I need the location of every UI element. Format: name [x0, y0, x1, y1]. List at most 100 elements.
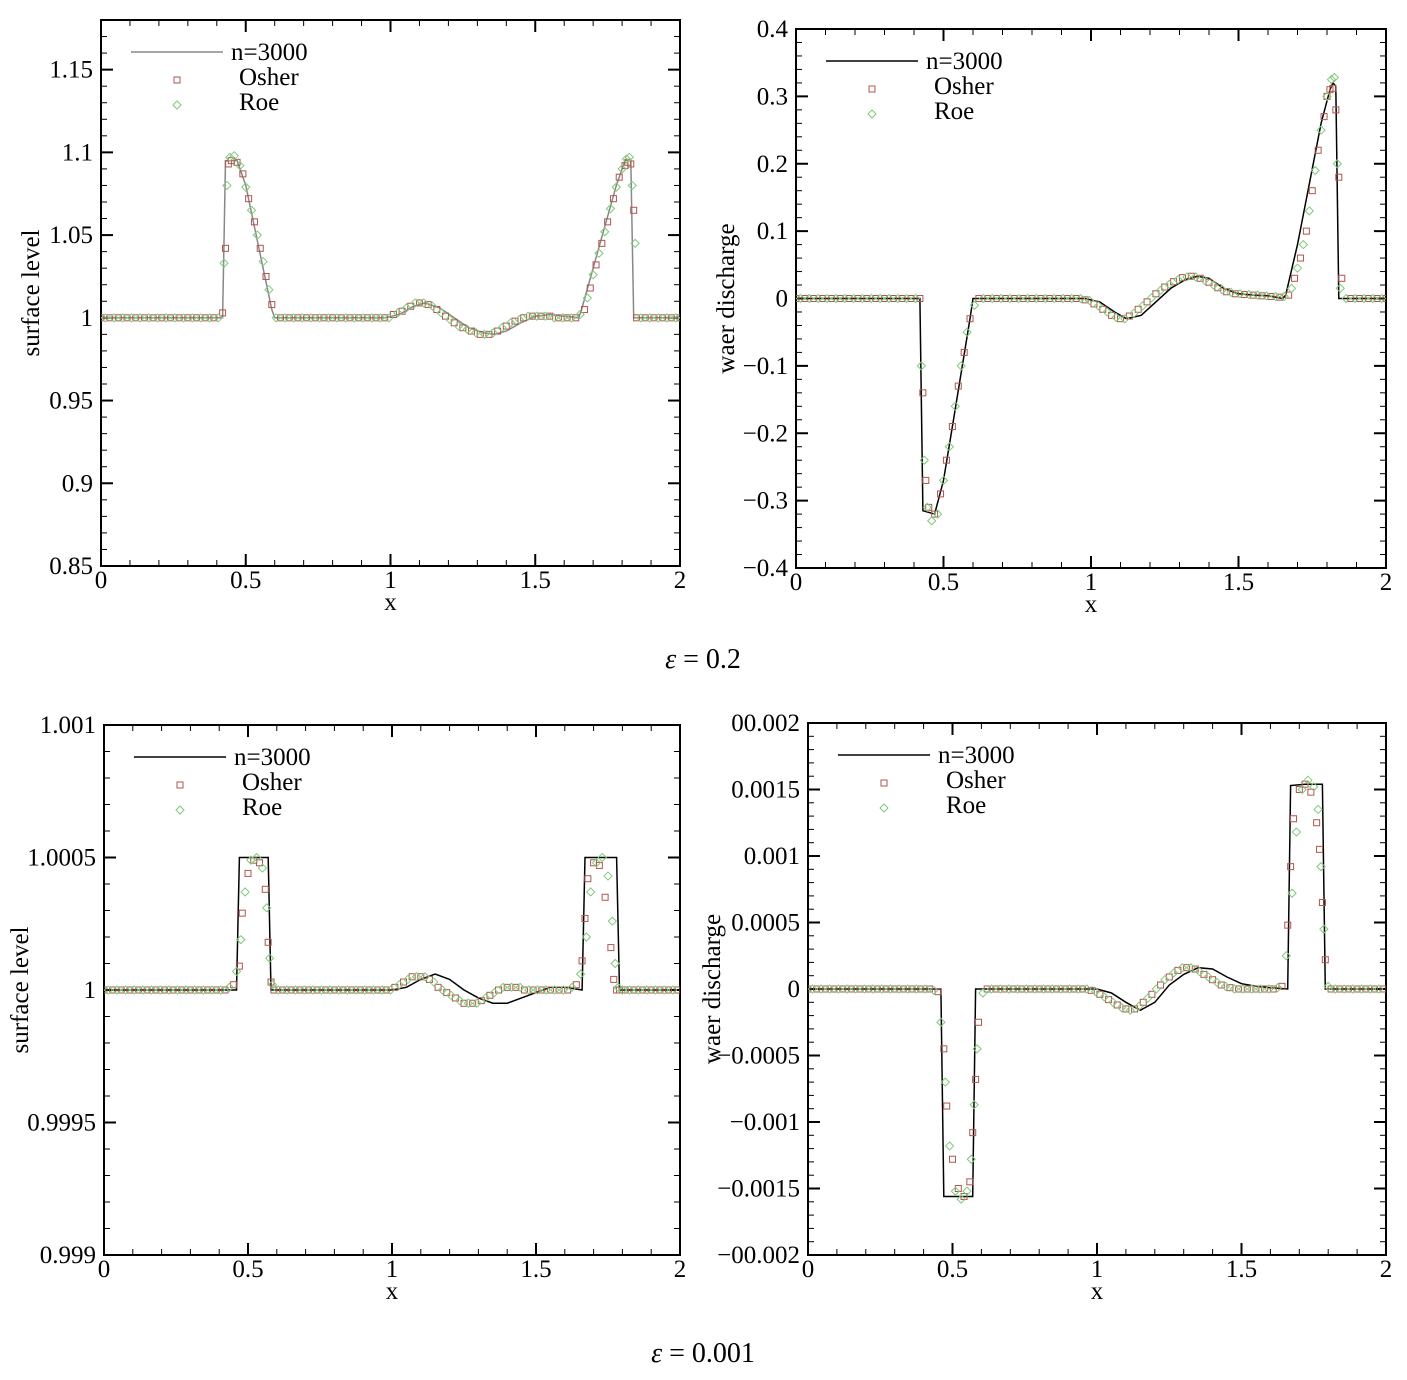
osher-point [511, 317, 519, 325]
roe-point [956, 1194, 966, 1204]
roe-point [325, 985, 335, 995]
osher-point [279, 986, 287, 994]
roe-point [607, 916, 618, 926]
roe-point [498, 982, 508, 993]
osher-point [117, 986, 125, 994]
osher-point [580, 306, 588, 314]
roe-point [479, 329, 490, 340]
osher-point [303, 314, 311, 322]
roe-point [603, 871, 613, 881]
roe-point [857, 293, 868, 304]
osher-point [1284, 921, 1292, 929]
osher-point [1287, 863, 1295, 871]
y-tick-label: −0.1 [743, 353, 788, 380]
roe-point [969, 1100, 979, 1110]
osher-point [1226, 984, 1234, 992]
roe-point [621, 154, 632, 164]
roe-point [445, 314, 455, 325]
osher-point [639, 986, 647, 994]
roe-point [104, 985, 114, 995]
roe-point [120, 985, 131, 995]
roe-point [219, 258, 229, 268]
roe-point [297, 313, 307, 323]
osher-point [1240, 290, 1248, 298]
roe-point [808, 984, 818, 994]
roe-point [385, 985, 396, 995]
roe-point [1182, 272, 1192, 282]
roe-point [187, 313, 197, 323]
osher-point [160, 986, 168, 994]
osher-point [503, 983, 511, 991]
legend-marker-osher [868, 85, 876, 93]
y-tick-label: 1.001 [40, 712, 96, 739]
legend-marker-roe [879, 803, 889, 813]
osher-point [1291, 274, 1299, 282]
osher-point [1290, 815, 1298, 823]
osher-point [586, 284, 594, 292]
legend-marker-osher [173, 76, 181, 84]
osher-point [975, 295, 983, 302]
plot-area [101, 150, 680, 340]
osher-point [184, 314, 192, 322]
roe-point [1146, 293, 1157, 303]
osher-point [633, 314, 641, 322]
osher-point [673, 986, 680, 994]
osher-point [101, 314, 105, 322]
roe-point [1319, 924, 1329, 934]
roe-point [282, 985, 292, 995]
roe-point [229, 150, 239, 161]
roe-point [332, 313, 342, 323]
osher-point [415, 299, 423, 307]
roe-point [419, 298, 429, 308]
x-tick-label: 1.5 [520, 567, 551, 594]
osher-point [132, 314, 140, 322]
roe-point [1038, 984, 1049, 994]
roe-point [1326, 74, 1337, 85]
roe-point [588, 270, 598, 280]
osher-point [563, 314, 571, 322]
roe-point [531, 311, 542, 321]
osher-point [304, 986, 312, 994]
roe-point [575, 969, 586, 979]
roe-point [462, 324, 472, 335]
chart-1-surface-level-eps-0.2: 0 0.5 1 1.5 2 0.85 0.9 0.95 1 1.05 1.1 1.15 x surface… [18, 19, 686, 616]
roe-point [251, 852, 262, 863]
roe-point [617, 985, 628, 995]
osher-point [311, 314, 319, 322]
osher-point [889, 295, 897, 302]
osher-point [193, 314, 201, 322]
osher-point [667, 314, 675, 322]
legend-label-n3000: n=3000 [231, 39, 308, 66]
roe-point [911, 984, 922, 994]
x-tick-label: 1.5 [520, 1256, 551, 1283]
roe-point [532, 985, 543, 995]
roe-point [427, 301, 438, 311]
osher-point [451, 994, 459, 1002]
roe-point [323, 313, 333, 323]
osher-point [520, 314, 528, 322]
y-tick-label: −0.001 [730, 1109, 800, 1136]
osher-point [210, 314, 218, 322]
osher-point [1338, 274, 1346, 282]
roe-point [902, 984, 913, 994]
osher-point [1044, 985, 1052, 993]
y-tick-label: 0.9 [62, 470, 93, 497]
roe-point [566, 313, 577, 323]
roe-point [1056, 984, 1066, 994]
roe-point [411, 972, 422, 982]
y-tick-label: 0.9995 [27, 1110, 96, 1137]
roe-point [996, 293, 1006, 304]
roe-point [204, 313, 215, 323]
roe-point [1194, 967, 1205, 977]
osher-point [1295, 786, 1303, 793]
legend-marker-osher [880, 779, 888, 787]
roe-point [463, 998, 474, 1008]
x-tick-label: 2 [674, 1256, 687, 1283]
osher-point [925, 985, 933, 993]
roe-point [235, 160, 245, 171]
osher-point [1335, 173, 1343, 181]
x-tick-label: 0 [802, 1256, 815, 1283]
